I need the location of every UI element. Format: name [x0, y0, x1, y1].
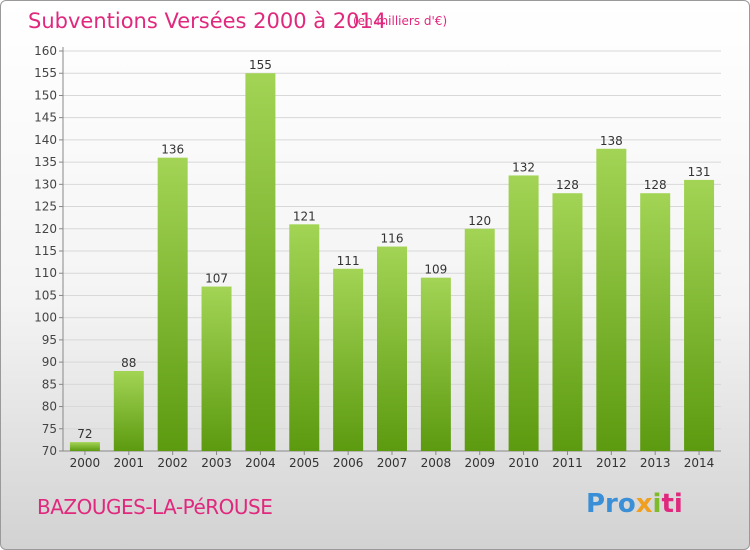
data-labels: 72 88 136 107 155 121 111 116 109 120 132 128 138 128…: [77, 58, 710, 441]
data-label: 88: [121, 356, 136, 370]
y-tick-labels: 70 75 80 85 90 95 100 105 110 115 120 125 130 135 140 1…: [34, 44, 57, 458]
data-label: 109: [424, 263, 447, 277]
y-tick-label: 135: [34, 155, 57, 169]
y-tick-label: 110: [34, 266, 57, 280]
y-tick-label: 115: [34, 244, 57, 258]
y-tick-label: 120: [34, 222, 57, 236]
bar-2014: [684, 179, 715, 451]
x-tick-label: 2012: [596, 456, 627, 470]
y-tick-label: 145: [34, 111, 57, 125]
proxiti-logo[interactable]: Proxiti: [586, 489, 683, 519]
y-tick-label: 130: [34, 177, 57, 191]
y-tick-label: 155: [34, 66, 57, 80]
bar-2003: [201, 286, 232, 451]
y-tick-label: 100: [34, 311, 57, 325]
bar-2013: [640, 193, 671, 451]
bars: [69, 73, 715, 451]
bar-2000: [69, 442, 100, 451]
x-tick-label: 2005: [289, 456, 320, 470]
data-label: 131: [688, 165, 711, 179]
x-tick-label: 2001: [114, 456, 145, 470]
bar-2002: [157, 157, 188, 451]
data-label: 116: [381, 232, 404, 246]
data-label: 155: [249, 58, 272, 72]
x-tick-labels: 2000 2001 2002 2003 2004 2005 2006 2007 2008 2009…: [70, 456, 715, 470]
bar-2010: [508, 175, 539, 451]
x-tick-label: 2008: [421, 456, 452, 470]
bar-2008: [420, 277, 451, 451]
commune-name: BAZOUGES-LA-PéROUSE: [37, 495, 273, 519]
y-tick-label: 80: [42, 400, 57, 414]
bar-2005: [289, 224, 320, 451]
y-tick-label: 160: [34, 44, 57, 58]
data-label: 107: [205, 272, 228, 286]
data-label: 138: [600, 134, 623, 148]
bar-2001: [113, 371, 144, 451]
bar-2011: [552, 193, 583, 451]
data-label: 72: [77, 427, 92, 441]
bar-2012: [596, 148, 627, 451]
x-tick-label: 2007: [377, 456, 408, 470]
y-tick-label: 70: [42, 444, 57, 458]
y-tick-label: 75: [42, 422, 57, 436]
x-tick-label: 2003: [201, 456, 232, 470]
data-label: 128: [644, 178, 667, 192]
bar-2004: [245, 73, 276, 451]
x-tick-label: 2002: [157, 456, 188, 470]
data-label: 111: [337, 254, 360, 268]
bar-2006: [333, 268, 364, 451]
y-tick-label: 95: [42, 333, 57, 347]
y-tick-label: 85: [42, 377, 57, 391]
data-label: 128: [556, 178, 579, 192]
y-tick-label: 125: [34, 200, 57, 214]
x-tick-label: 2009: [464, 456, 495, 470]
bar-2007: [377, 246, 407, 451]
chart-unit: (en milliers d'€): [353, 14, 448, 28]
x-tick-label: 2013: [640, 456, 671, 470]
y-tick-label: 105: [34, 288, 57, 302]
x-tick-label: 2010: [508, 456, 539, 470]
x-tick-label: 2004: [245, 456, 276, 470]
y-tick-label: 140: [34, 133, 57, 147]
data-label: 121: [293, 209, 316, 223]
data-label: 132: [512, 160, 535, 174]
x-tick-label: 2000: [70, 456, 101, 470]
x-tick-label: 2006: [333, 456, 364, 470]
bar-2009: [464, 228, 495, 451]
y-tick-label: 150: [34, 88, 57, 102]
x-tick-label: 2011: [552, 456, 583, 470]
data-label: 120: [468, 214, 491, 228]
data-label: 136: [161, 143, 184, 157]
x-tick-label: 2014: [684, 456, 715, 470]
y-tick-label: 90: [42, 355, 57, 369]
chart-title: Subventions Versées 2000 à 2014: [28, 9, 387, 33]
